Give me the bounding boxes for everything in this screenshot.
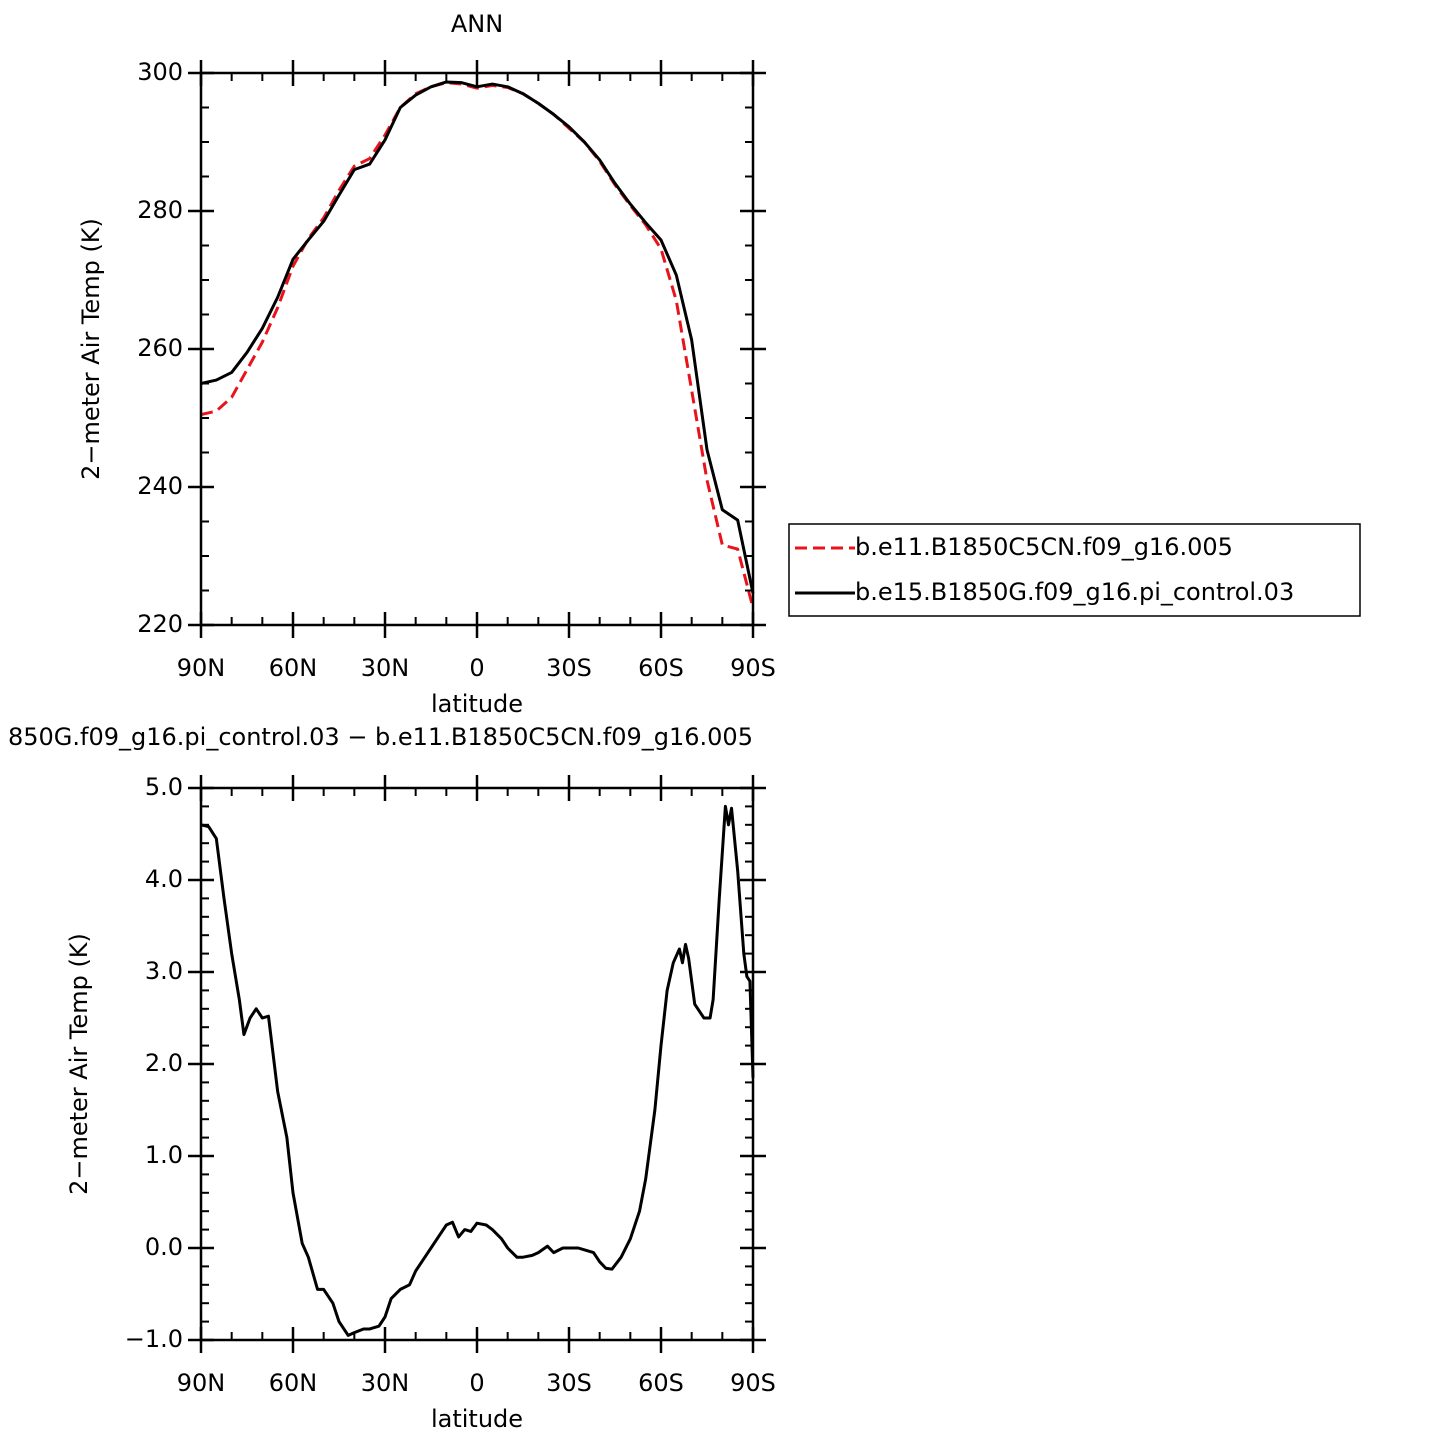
y-tick-label: 1.0 <box>145 1141 183 1169</box>
x-tick-label: 0 <box>469 654 484 682</box>
chart-title: ANN <box>451 10 503 38</box>
y-tick-label: 2.0 <box>145 1049 183 1077</box>
x-tick-label: 60S <box>638 1369 684 1397</box>
x-tick-label: 60S <box>638 654 684 682</box>
x-tick-label: 30N <box>361 654 410 682</box>
plot-frame <box>199 71 755 627</box>
legend-label: b.e15.B1850G.f09_g16.pi_control.03 <box>855 578 1294 606</box>
legend-label: b.e11.B1850C5CN.f09_g16.005 <box>855 533 1233 561</box>
y-tick-label: 3.0 <box>145 957 183 985</box>
plot-frame <box>199 786 755 1342</box>
y-tick-label: 5.0 <box>145 773 183 801</box>
legend-box <box>788 523 1361 617</box>
x-axis-label: latitude <box>431 1405 523 1433</box>
x-tick-label: 90S <box>730 654 776 682</box>
y-tick-label: −1.0 <box>125 1325 183 1353</box>
y-tick-label: 0.0 <box>145 1233 183 1261</box>
x-tick-label: 90N <box>177 654 226 682</box>
x-tick-label: 30S <box>546 654 592 682</box>
y-tick-label: 4.0 <box>145 865 183 893</box>
data-line <box>200 81 755 609</box>
y-axis-label: 2−meter Air Temp (K) <box>77 218 105 480</box>
chart-title: 850G.f09_g16.pi_control.03 − b.e11.B1850… <box>8 723 753 751</box>
x-tick-label: 90S <box>730 1369 776 1397</box>
x-axis-label: latitude <box>431 690 523 718</box>
x-tick-label: 0 <box>469 1369 484 1397</box>
y-tick-label: 300 <box>137 58 183 86</box>
x-tick-label: 90N <box>177 1369 226 1397</box>
y-tick-label: 260 <box>137 334 183 362</box>
x-tick-label: 30S <box>546 1369 592 1397</box>
x-tick-label: 60N <box>269 654 318 682</box>
y-tick-label: 220 <box>137 610 183 638</box>
y-tick-label: 280 <box>137 196 183 224</box>
x-tick-label: 30N <box>361 1369 410 1397</box>
data-line <box>200 80 755 594</box>
y-axis-label: 2−meter Air Temp (K) <box>65 933 93 1195</box>
x-tick-label: 60N <box>269 1369 318 1397</box>
y-tick-label: 240 <box>137 472 183 500</box>
data-line <box>200 804 755 1337</box>
